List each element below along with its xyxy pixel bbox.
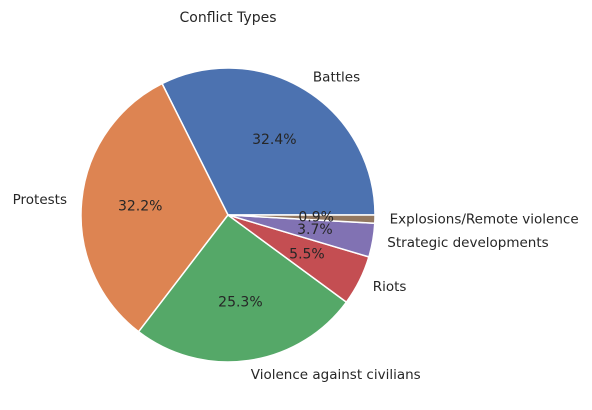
slice-label-explosions-remote-violence: Explosions/Remote violence (390, 212, 579, 228)
pie-slice-explosions-remote-violence (227, 214, 376, 225)
slice-label-strategic-developments: Strategic developments (387, 235, 548, 251)
chart-title: Conflict Types (179, 10, 276, 26)
slice-percent-strategic-developments: 3.7% (297, 222, 333, 238)
slice-label-violence-against-civilians: Violence against civilians (251, 367, 421, 383)
pie-labels: Battles 32.4% Protests 32.2% Violence agains… (13, 69, 579, 383)
slice-percent-violence-against-civilians: 25.3% (218, 294, 262, 310)
pie-slice-battles (161, 67, 376, 216)
pie-slices (80, 67, 376, 363)
slice-percent-explosions-remote-violence: 0.9% (298, 209, 334, 225)
slice-label-protests: Protests (13, 192, 67, 208)
pie-slice-protests (80, 82, 229, 333)
slice-label-battles: Battles (313, 69, 360, 85)
slice-percent-protests: 32.2% (118, 199, 162, 215)
pie-slice-violence-against-civilians (137, 214, 348, 363)
slice-label-riots: Riots (373, 279, 407, 295)
slice-percent-riots: 5.5% (289, 246, 325, 262)
slice-percent-battles: 32.4% (252, 132, 296, 148)
